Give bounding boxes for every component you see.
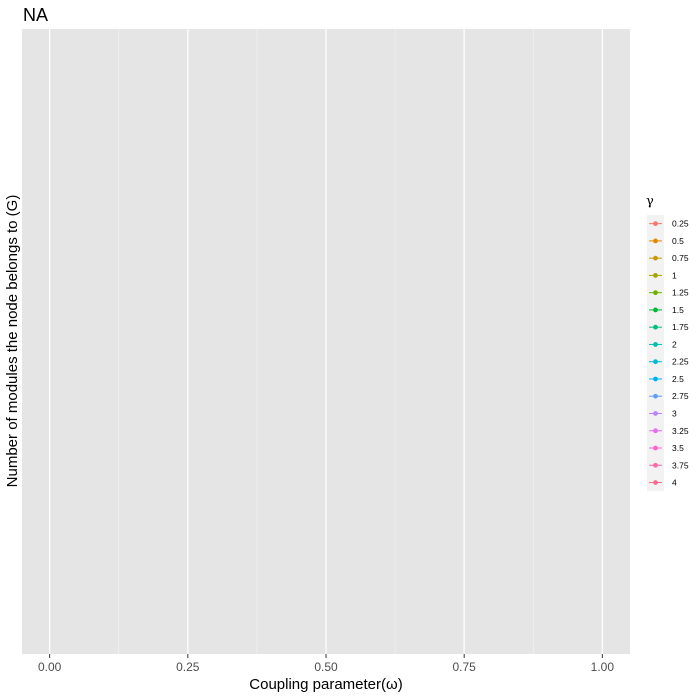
legend-label: 4 — [672, 478, 677, 488]
legend-item: 0.75 — [649, 253, 689, 263]
x-axis-label: Coupling parameter(ω) — [249, 676, 402, 693]
legend-key-point — [653, 462, 658, 468]
legend-item: 2.5 — [649, 374, 684, 384]
legend-key-point — [653, 445, 658, 451]
legend-key-point — [653, 238, 658, 244]
x-tick-label: 1.00 — [591, 660, 615, 674]
x-tick-label: 0.25 — [176, 660, 200, 674]
x-axis-ticks: 0.00 0.25 0.50 0.75 1.00 — [38, 654, 614, 674]
legend-label: 3 — [672, 408, 677, 418]
legend-item: 0.5 — [649, 236, 684, 246]
legend-key-point — [653, 428, 658, 434]
legend-label: 1 — [672, 270, 677, 280]
legend-label: 1.75 — [672, 322, 689, 332]
legend-key-point — [653, 221, 658, 227]
legend-label: 2.25 — [672, 357, 689, 367]
legend-key-point — [653, 411, 658, 416]
legend-key-point — [653, 307, 658, 313]
legend-key-point — [653, 342, 658, 347]
legend-item: 3 — [649, 408, 677, 418]
legend-label: 0.25 — [672, 219, 689, 229]
legend-item: 2 — [649, 339, 677, 349]
legend-label: 2.5 — [672, 374, 684, 384]
legend-item: 3.75 — [649, 460, 689, 470]
legend-key-point — [653, 376, 658, 382]
legend-label: 0.5 — [672, 236, 684, 246]
legend-item: 1 — [649, 270, 677, 280]
legend: γ 0.25 0.5 0.75 1 1.25 1.5 1.75 2 2.25 2.5 2.75 3 3.… — [646, 194, 689, 492]
legend-item: 1.5 — [649, 305, 684, 315]
legend-label: 3.5 — [672, 443, 684, 453]
legend-item: 3.25 — [649, 426, 689, 436]
legend-item: 1.25 — [649, 288, 689, 298]
y-axis-label: Number of modules the node belongs to (G… — [4, 195, 21, 488]
legend-item: 4 — [649, 478, 677, 488]
legend-item: 2.75 — [649, 391, 689, 401]
x-tick-label: 0.75 — [453, 660, 477, 674]
chart-title: NA — [23, 5, 48, 25]
legend-key-background — [647, 215, 664, 492]
legend-label: 1.5 — [672, 305, 684, 315]
legend-title: γ — [646, 194, 654, 209]
legend-key-point — [653, 290, 658, 296]
x-tick-label: 0.50 — [314, 660, 338, 674]
legend-key-point — [653, 324, 658, 330]
legend-label: 2.75 — [672, 391, 689, 401]
legend-key-point — [653, 393, 658, 399]
legend-item: 0.25 — [649, 219, 689, 229]
legend-item: 1.75 — [649, 322, 689, 332]
legend-key-point — [653, 480, 658, 485]
legend-label: 0.75 — [672, 253, 689, 263]
legend-key-point — [653, 359, 658, 365]
legend-label: 1.25 — [672, 288, 689, 298]
legend-key-point — [653, 273, 658, 278]
legend-entries: 0.25 0.5 0.75 1 1.25 1.5 1.75 2 2.25 2.5 2.75 3 3.25… — [647, 215, 689, 492]
legend-label: 3.25 — [672, 426, 689, 436]
x-tick-label: 0.00 — [38, 660, 62, 674]
legend-key-point — [653, 255, 658, 261]
legend-label: 3.75 — [672, 460, 689, 470]
grid-lines — [48, 29, 604, 654]
legend-item: 2.25 — [649, 357, 689, 367]
legend-item: 3.5 — [649, 443, 684, 453]
legend-label: 2 — [672, 339, 677, 349]
